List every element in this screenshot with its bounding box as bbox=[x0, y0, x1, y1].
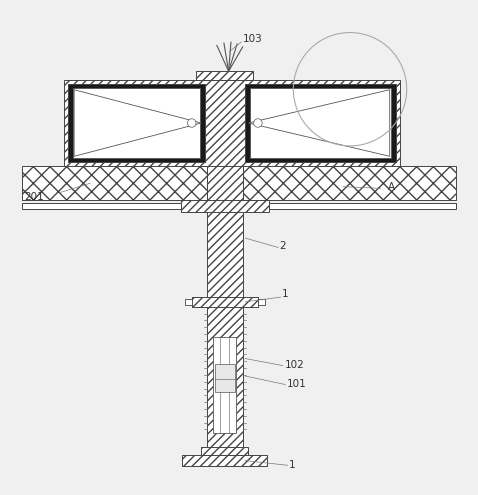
Bar bbox=[201, 447, 249, 455]
Text: 101: 101 bbox=[287, 379, 306, 389]
Bar bbox=[73, 88, 200, 158]
Bar bbox=[64, 80, 400, 166]
Bar bbox=[22, 203, 181, 209]
Bar bbox=[192, 297, 258, 306]
Bar bbox=[181, 200, 269, 212]
Text: 103: 103 bbox=[243, 34, 262, 44]
Polygon shape bbox=[74, 90, 201, 156]
Bar bbox=[243, 166, 456, 200]
Text: 2: 2 bbox=[280, 241, 286, 251]
Circle shape bbox=[187, 119, 196, 127]
Circle shape bbox=[254, 119, 262, 127]
Bar bbox=[215, 364, 235, 392]
Text: 1: 1 bbox=[282, 289, 289, 299]
Bar bbox=[245, 84, 396, 162]
Bar bbox=[182, 455, 267, 466]
Bar bbox=[22, 166, 207, 200]
Bar bbox=[68, 84, 205, 162]
Bar bbox=[207, 77, 243, 458]
Polygon shape bbox=[249, 90, 390, 156]
Bar bbox=[258, 299, 264, 304]
Text: 1: 1 bbox=[289, 460, 296, 470]
Text: 102: 102 bbox=[284, 360, 304, 370]
Bar bbox=[185, 299, 192, 304]
Bar bbox=[269, 203, 456, 209]
Bar bbox=[196, 71, 253, 80]
Bar bbox=[250, 88, 391, 158]
Text: 201: 201 bbox=[24, 192, 44, 202]
Bar bbox=[213, 337, 237, 433]
Text: A: A bbox=[388, 182, 395, 192]
